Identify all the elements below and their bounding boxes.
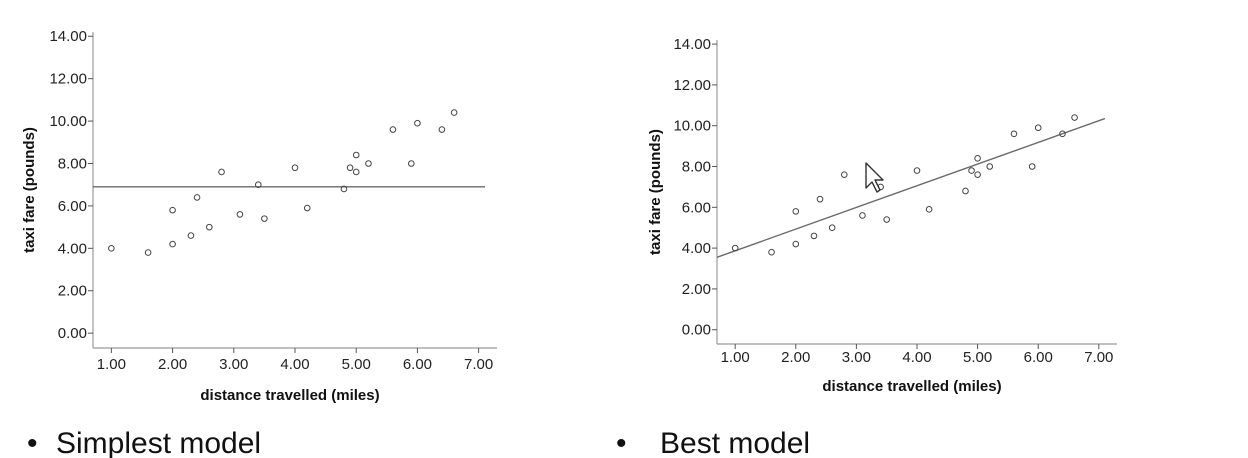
y-tick-label: 2.00: [58, 283, 87, 300]
regression-fit-line: [716, 117, 1106, 258]
data-point: [883, 216, 890, 223]
y-axis-label: taxi fare (pounds): [21, 127, 38, 253]
bullet-dot-right: •: [616, 427, 627, 458]
data-point: [768, 248, 775, 256]
x-tick-label: 6.00: [403, 356, 432, 373]
data-point: [254, 181, 262, 188]
data-point: [408, 160, 415, 167]
x-tick-label: 4.00: [280, 356, 309, 373]
x-tick-label: 1.00: [97, 356, 126, 373]
data-point: [1010, 130, 1018, 138]
y-tick-label: 10.00: [49, 113, 87, 130]
bullet-dot-left: •: [27, 427, 38, 458]
data-point: [303, 204, 311, 212]
x-tick-label: 2.00: [158, 356, 187, 373]
x-tick-label: 6.00: [1024, 349, 1053, 366]
data-point: [389, 126, 397, 133]
y-tick-label: 2.00: [682, 281, 711, 298]
x-tick-label: 4.00: [902, 349, 931, 366]
mouse-pointer-icon: [865, 162, 884, 193]
x-axis-label: distance travelled (miles): [822, 378, 1001, 395]
data-point: [169, 206, 176, 214]
y-tick-label: 4.00: [58, 240, 87, 257]
y-tick-label: 6.00: [682, 199, 711, 216]
data-point: [1028, 163, 1036, 170]
data-point: [365, 160, 372, 167]
y-tick-label: 0.00: [58, 325, 87, 342]
data-point: [340, 185, 348, 193]
x-tick-label: 3.00: [219, 356, 248, 373]
y-tick-label: 10.00: [673, 118, 711, 135]
data-point: [414, 119, 421, 127]
data-point: [962, 187, 969, 195]
data-point: [236, 211, 244, 218]
data-point: [108, 245, 115, 252]
data-point: [346, 164, 354, 172]
data-point: [169, 240, 176, 248]
y-tick-label: 4.00: [682, 240, 711, 257]
y-tick-label: 0.00: [682, 322, 711, 339]
data-point: [261, 215, 268, 222]
y-tick-label: 8.00: [682, 158, 711, 175]
bullet-simplest-model: Simplest model: [56, 427, 261, 458]
bullet-best-model: Best model: [660, 427, 810, 458]
data-point: [925, 206, 933, 213]
data-point: [1034, 124, 1042, 132]
x-axis-label: distance travelled (miles): [200, 387, 379, 404]
y-tick-label: 14.00: [49, 28, 87, 45]
y-tick-label: 8.00: [58, 155, 87, 172]
x-tick-label: 7.00: [1084, 349, 1113, 366]
data-point: [986, 163, 994, 170]
data-point: [974, 171, 981, 178]
y-tick-label: 12.00: [673, 77, 711, 94]
data-point: [144, 249, 152, 256]
data-point: [810, 232, 818, 240]
data-point: [731, 244, 739, 252]
data-point: [792, 208, 800, 215]
data-point: [352, 168, 360, 176]
scatter-chart-simplest: 0.00 2.00 4.00 6.00 8.00 10.00 12.00 14.00 1.00 2…: [21, 28, 497, 404]
data-point: [840, 171, 848, 178]
x-tick-label: 5.00: [963, 349, 992, 366]
data-point: [816, 195, 824, 203]
data-point: [828, 224, 836, 232]
data-point: [968, 167, 975, 174]
x-tick-label: 5.00: [342, 356, 371, 373]
x-tick-label: 7.00: [464, 356, 493, 373]
x-tick-label: 1.00: [721, 349, 750, 366]
x-tick-label: 3.00: [842, 349, 871, 366]
data-point: [438, 126, 446, 133]
y-axis-label: taxi fare (pounds): [647, 129, 664, 255]
y-tick-label: 12.00: [49, 71, 87, 88]
data-point: [193, 194, 201, 201]
data-point: [859, 212, 866, 219]
data-point: [291, 164, 299, 172]
data-point: [792, 240, 800, 248]
y-tick-label: 6.00: [58, 198, 87, 215]
data-point: [974, 155, 981, 162]
data-point: [1071, 114, 1078, 121]
scatter-chart-best: 0.00 2.00 4.00 6.00 8.00 10.00 12.00 14.00 1.00 2…: [647, 36, 1117, 395]
data-point: [187, 232, 195, 239]
data-point: [913, 167, 921, 174]
data-point: [1059, 130, 1066, 138]
y-tick-label: 14.00: [673, 36, 711, 53]
data-point: [450, 109, 458, 116]
data-point: [218, 168, 225, 176]
data-point: [206, 223, 213, 231]
x-tick-label: 2.00: [781, 349, 810, 366]
data-point: [352, 151, 360, 159]
